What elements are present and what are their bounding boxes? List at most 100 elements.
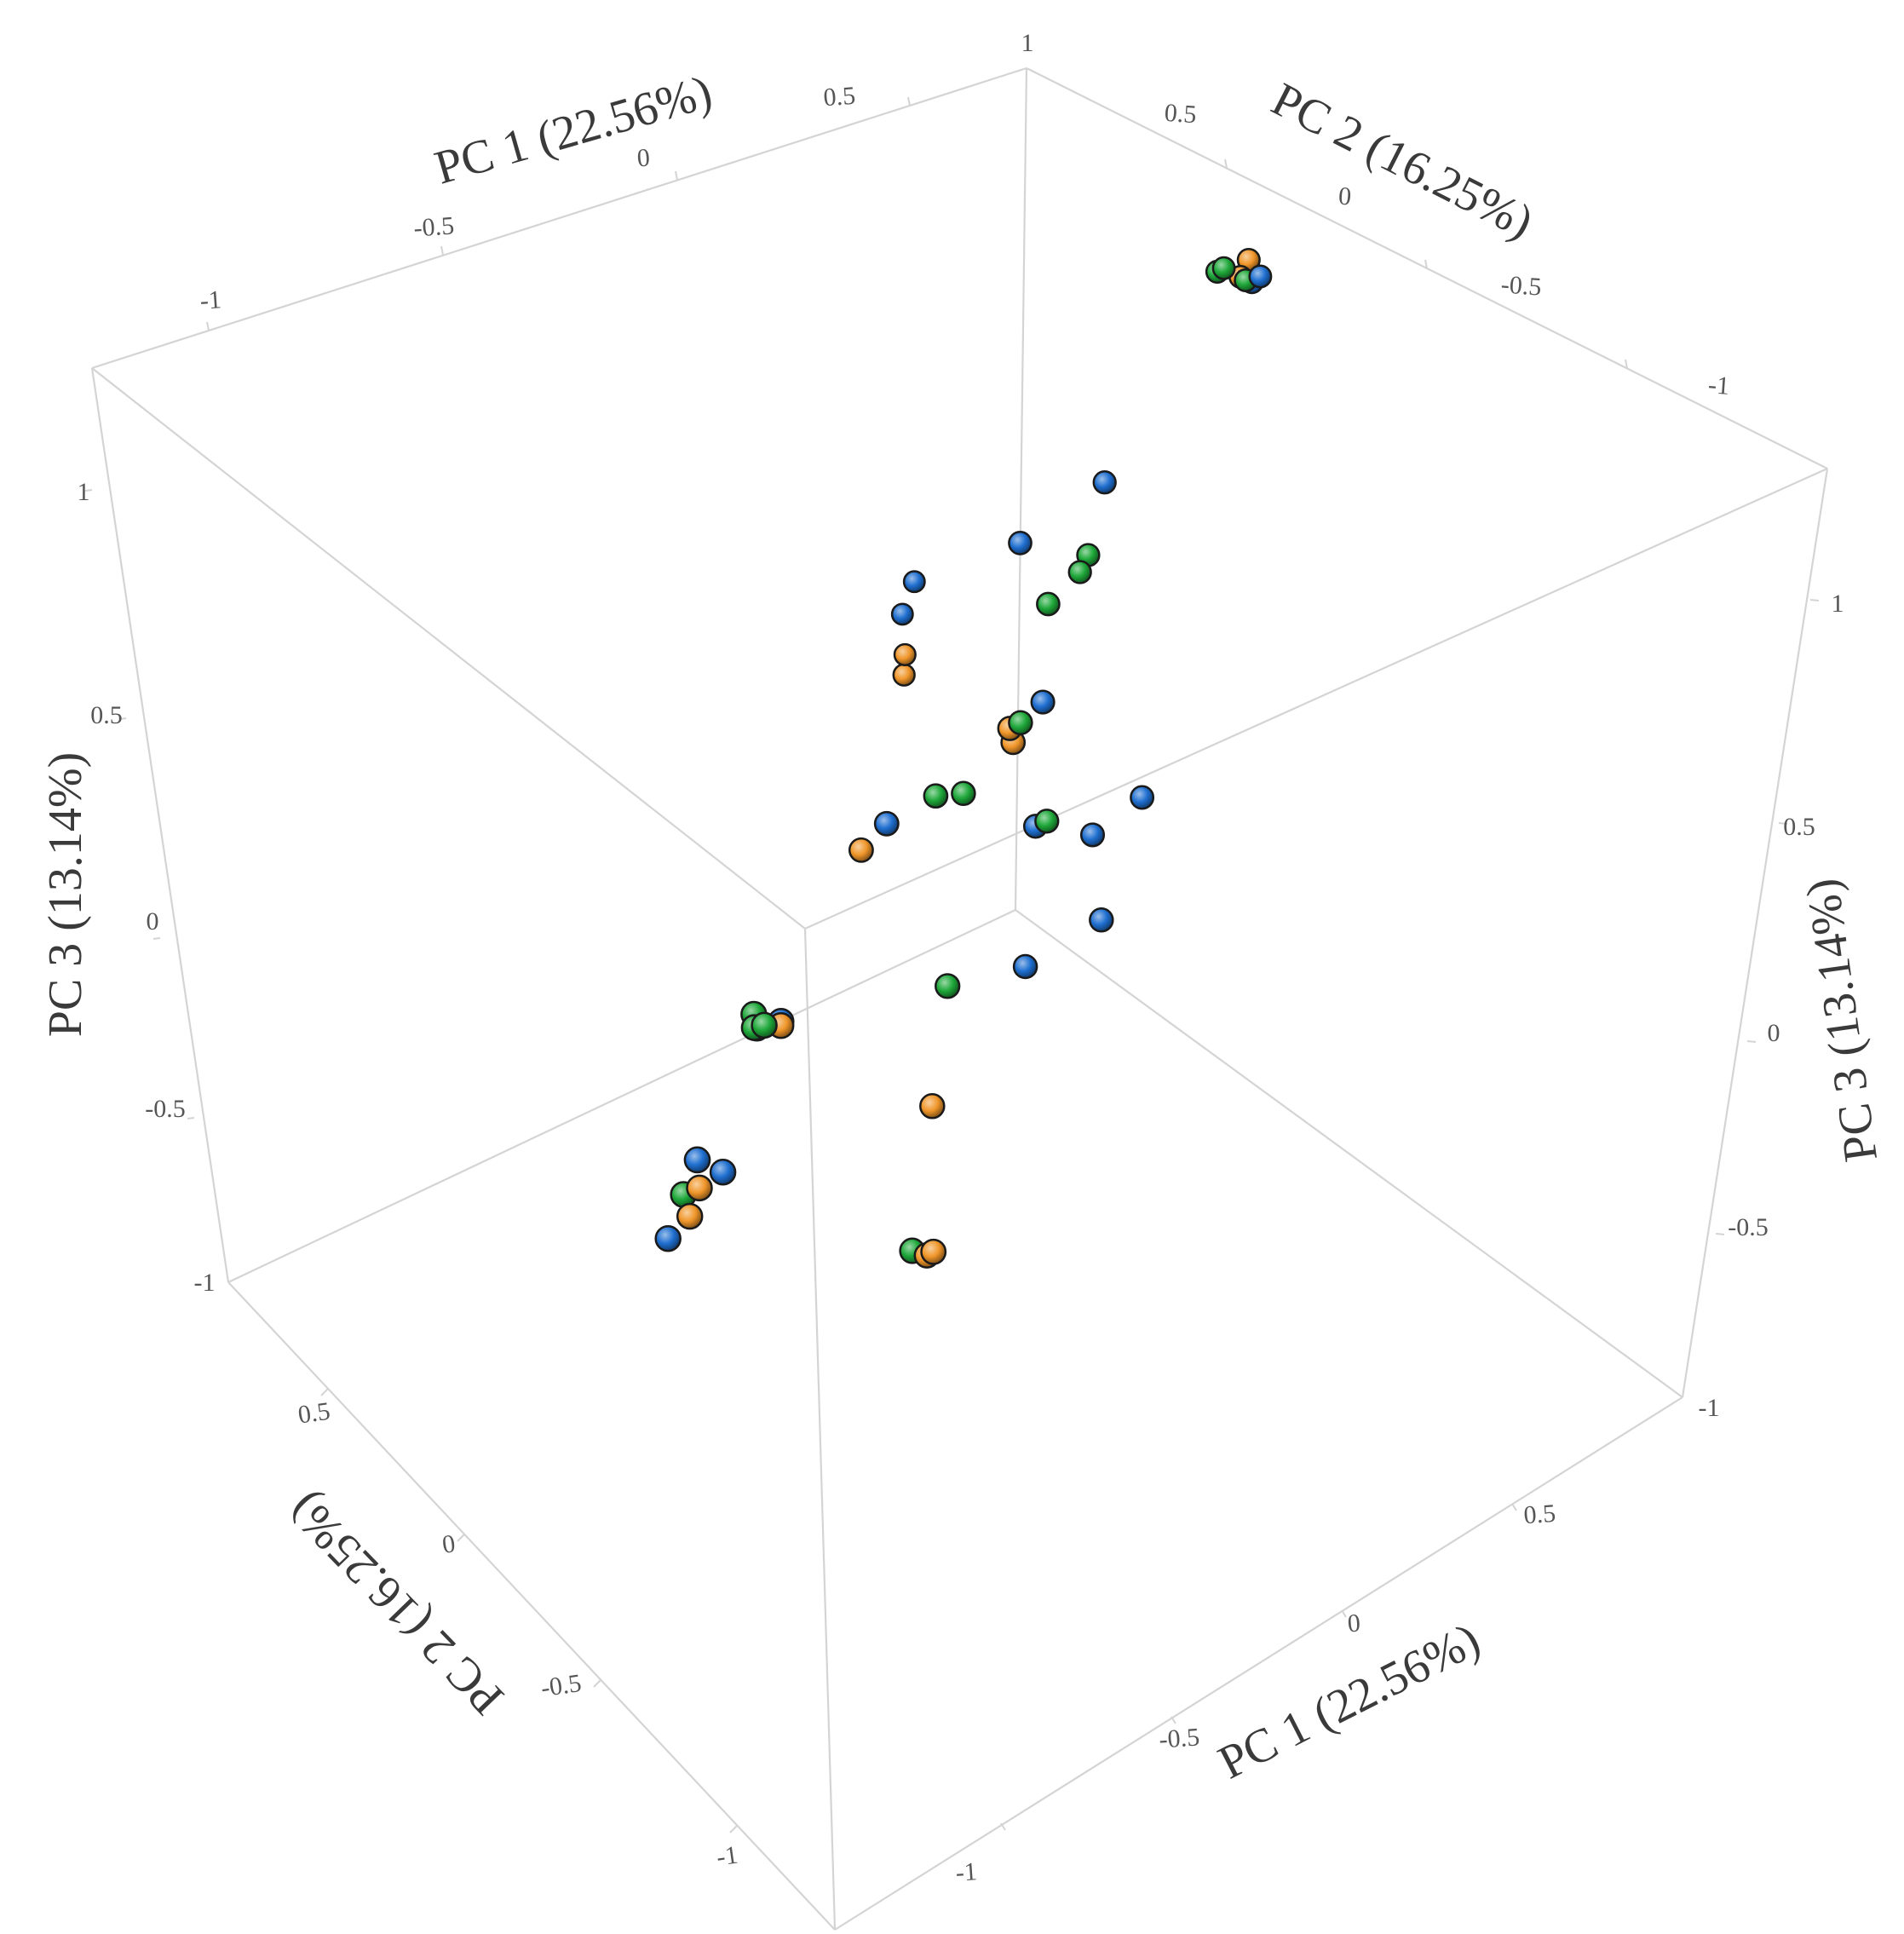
- green-data-point: [1211, 256, 1236, 280]
- tick-mark-pc3-right: [1715, 1233, 1725, 1235]
- pc3-right-axis-title: PC 3 (13.14%): [1796, 876, 1888, 1166]
- tick-mark-pc1-top: [206, 321, 210, 331]
- tick-mark-pc2-top: [1224, 158, 1228, 169]
- pc2-top-axis-title: PC 2 (16.25%): [1263, 72, 1541, 249]
- orange-data-point: [848, 837, 874, 863]
- pc2-top-tick-label: -0.5: [1500, 270, 1543, 301]
- blue-data-point: [1008, 531, 1033, 555]
- tick-mark-pc1-bottom: [1000, 1822, 1006, 1831]
- pc3-right-tick-label: -0.5: [1728, 1213, 1769, 1241]
- pc1-bottom-tick-label: -0.5: [1158, 1723, 1200, 1753]
- cube-edge-back-vertical: [1014, 67, 1028, 911]
- green-data-point: [935, 973, 961, 999]
- cube-edge-left-vertical: [90, 367, 230, 1283]
- blue-data-point: [1012, 953, 1038, 980]
- tick-mark-pc2-bottom: [729, 1825, 738, 1833]
- tick-mark-pc3-left: [118, 717, 127, 720]
- green-data-point: [951, 780, 976, 807]
- tick-mark-pc1-top: [675, 170, 678, 181]
- pc3-left-tick-label: 0.5: [90, 701, 123, 729]
- orange-data-point: [893, 642, 917, 666]
- pc3-left-axis-title: PC 3 (13.14%): [39, 752, 92, 1037]
- tick-mark-pc3-left: [152, 937, 161, 940]
- tick-mark-pc1-top: [907, 96, 911, 106]
- blue-data-point: [1130, 785, 1155, 810]
- orange-data-point: [686, 1174, 713, 1202]
- orange-data-point: [920, 1238, 947, 1265]
- tick-mark-pc3-right: [1809, 599, 1820, 601]
- pc2-top-tick-label: -1: [1707, 371, 1730, 400]
- pc2-bottom-tick-label: -1: [715, 1841, 739, 1872]
- tick-mark-pc2-bottom: [457, 1534, 465, 1542]
- tick-mark-pc3-left: [187, 1117, 195, 1120]
- tick-mark-pc1-bottom: [1341, 1609, 1347, 1618]
- tick-mark-pc2-top: [1625, 359, 1628, 369]
- green-data-point: [751, 1011, 778, 1039]
- pc2-bottom-axis-title: PC 2 (16.25%): [279, 1483, 515, 1725]
- cube-edge-floor-front-right: [834, 1396, 1683, 1931]
- pc2-top-tick-label: 0: [1337, 182, 1352, 211]
- cube-edge-floor-back-right: [1015, 909, 1683, 1398]
- pc3-left-tick-label: -0.5: [145, 1095, 186, 1123]
- blue-data-point: [654, 1224, 682, 1252]
- tick-mark-pc2-bottom: [320, 1388, 329, 1396]
- pc2-bottom-tick-label: 0.5: [296, 1397, 332, 1430]
- pc1-top-tick-label: 0.5: [822, 82, 856, 112]
- corner-top-tick-label: 1: [1021, 29, 1034, 57]
- blue-data-point: [890, 602, 914, 626]
- tick-mark-pc2-top: [1424, 259, 1428, 269]
- pc1-bottom-tick-label: 0: [1347, 1609, 1361, 1638]
- blue-data-point: [1079, 822, 1106, 848]
- blue-data-point: [1092, 470, 1117, 495]
- blue-data-point: [1089, 907, 1114, 933]
- axis-titles: PC 1 (22.56%) PC 2 (16.25%) PC 3 (13.14%…: [39, 66, 1888, 1790]
- green-data-point: [1008, 710, 1033, 735]
- tick-mark-pc2-bottom: [593, 1679, 601, 1688]
- orange-data-point: [892, 663, 916, 687]
- cube-edge-mid-right: [804, 467, 1828, 930]
- blue-data-point: [902, 570, 926, 594]
- tick-mark-pc1-bottom: [1511, 1503, 1517, 1511]
- pc1-bottom-tick-label: -1: [955, 1857, 978, 1887]
- pc1-top-tick-label: -0.5: [412, 211, 455, 242]
- pc3-left-tick-label: 0: [147, 907, 159, 935]
- orange-data-point: [676, 1202, 704, 1230]
- pc3-left-tick-label: -1: [194, 1269, 216, 1297]
- cube-frame: [90, 66, 1829, 1931]
- cube-edge-floor-front-left: [227, 1281, 836, 1931]
- tick-mark-pc3-right: [1746, 1040, 1757, 1043]
- pc1-top-axis-title: PC 1 (22.56%): [429, 66, 718, 195]
- pc1-bottom-tick-label: 0.5: [1522, 1499, 1556, 1530]
- blue-data-point: [709, 1158, 737, 1186]
- green-data-point: [1067, 560, 1092, 584]
- green-data-point: [923, 783, 949, 809]
- orange-data-point: [919, 1093, 946, 1120]
- cube-edge-top-left: [91, 66, 1027, 370]
- pc3-right-tick-label: 1: [1832, 590, 1844, 618]
- cube-edge-mid-left: [91, 367, 806, 930]
- pc1-top-tick-label: 0: [636, 144, 651, 173]
- pc2-bottom-tick-label: -0.5: [539, 1669, 584, 1702]
- tick-mark-pc3-right: [1778, 822, 1788, 825]
- cube-edge-front-vertical: [803, 928, 837, 1931]
- tick-mark-pc1-top: [440, 245, 444, 256]
- tick-labels: -1 -0.5 0 0.5 1 0.5 0 -0.5 -1 1 0.5 0 -0…: [78, 29, 1844, 1887]
- pc1-bottom-axis-title: PC 1 (22.56%): [1211, 1613, 1488, 1789]
- cube-edge-floor-back-left: [227, 909, 1016, 1283]
- pc2-bottom-tick-label: 0: [440, 1529, 457, 1559]
- pc3-left-tick-label: 1: [78, 478, 90, 506]
- blue-data-point: [683, 1146, 711, 1174]
- tick-mark-pc1-bottom: [1171, 1716, 1176, 1724]
- pc1-top-tick-label: -1: [199, 285, 222, 315]
- pc2-top-tick-label: 0.5: [1164, 99, 1198, 130]
- blue-data-point: [1030, 689, 1056, 715]
- data-points: [654, 247, 1273, 1269]
- tick-mark-pc3-left: [84, 489, 93, 492]
- tick-marks: [84, 96, 1820, 1833]
- blue-data-point: [1248, 264, 1273, 289]
- pc3-right-tick-label: 0.5: [1783, 813, 1815, 841]
- green-data-point: [1036, 591, 1061, 617]
- cube-edge-right-vertical: [1681, 468, 1829, 1398]
- pc3-right-tick-label: 0: [1768, 1019, 1780, 1047]
